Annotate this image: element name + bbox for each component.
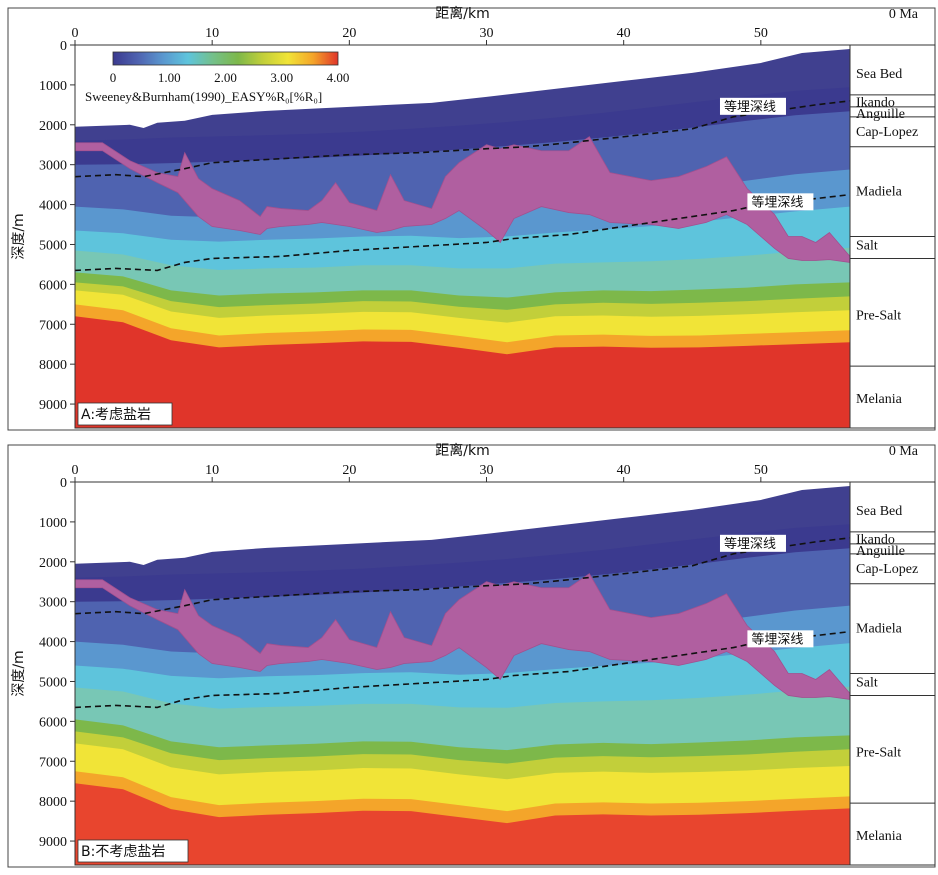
isochrone-label: 等埋深线 [724, 536, 776, 552]
y-axis-label: 深度/m [11, 650, 27, 696]
formation-label: Ikando [856, 96, 895, 111]
age-label: 0 Ma [889, 7, 919, 22]
y-tick-label: 5000 [39, 238, 67, 253]
salt-body [75, 136, 850, 263]
y-tick-label: 5000 [39, 675, 67, 690]
formation-label: Salt [856, 675, 878, 690]
x-tick-label: 20 [342, 463, 356, 478]
plot-area [75, 45, 850, 428]
salt-body [75, 573, 850, 700]
panel-label-box [77, 839, 189, 863]
formation-label: Madiela [856, 622, 903, 637]
panel-label-box [77, 402, 173, 426]
x-tick-label: 30 [480, 463, 494, 478]
isochrone-lower [75, 193, 850, 272]
y-tick-label: 8000 [39, 795, 67, 810]
isochrone-label-bg [747, 193, 814, 211]
x-tick-label: 50 [754, 463, 768, 478]
isochrone-label: 等埋深线 [751, 631, 803, 647]
x-tick-label: 30 [480, 26, 494, 41]
formation-label: Pre-Salt [856, 308, 901, 323]
water-column-mask [75, 482, 850, 565]
formation-label: Melania [856, 829, 903, 844]
colorbar-title: Sweeney&Burnham(1990)_EASY%R₀[%R₀] [85, 89, 322, 104]
colorbar-tick-label: 0 [110, 70, 117, 85]
y-tick-label: 2000 [39, 119, 67, 134]
isochrone-label-bg [719, 534, 786, 552]
colorbar-tick-label: 4.00 [327, 70, 350, 85]
colorbar-tick-label: 3.00 [270, 70, 293, 85]
panel-label: A:考虑盐岩 [81, 407, 151, 423]
isochrone-upper [75, 100, 850, 178]
x-tick-label: 50 [754, 26, 768, 41]
vr-band-max [75, 316, 850, 428]
isochrone-label: 等埋深线 [724, 99, 776, 115]
age-label: 0 Ma [889, 444, 919, 459]
formation-label: Melania [856, 392, 903, 407]
y-axis-label: 深度/m [11, 213, 27, 259]
y-tick-label: 3000 [39, 159, 67, 174]
x-tick-label: 40 [617, 26, 631, 41]
x-tick-label: 0 [72, 26, 79, 41]
x-tick-label: 10 [205, 26, 219, 41]
y-tick-label: 1000 [39, 79, 67, 94]
isochrone-lower [75, 630, 850, 709]
y-tick-label: 2000 [39, 556, 67, 571]
formation-label: Anguille [856, 544, 905, 559]
vr-band-max [75, 783, 850, 865]
x-tick-label: 10 [205, 463, 219, 478]
formation-label: Pre-Salt [856, 745, 901, 760]
formation-label: Sea Bed [856, 504, 902, 519]
formation-label: Cap-Lopez [856, 125, 918, 140]
x-tick-label: 20 [342, 26, 356, 41]
colorbar-tick-label: 2.00 [214, 70, 237, 85]
y-tick-label: 3000 [39, 596, 67, 611]
formation-label: Ikando [856, 533, 895, 548]
formation-label: Madiela [856, 185, 903, 200]
y-tick-label: 9000 [39, 835, 67, 850]
isochrone-label: 等埋深线 [751, 194, 803, 210]
y-tick-label: 9000 [39, 398, 67, 413]
panel-label: B:不考虑盐岩 [81, 844, 165, 860]
y-tick-label: 4000 [39, 636, 67, 651]
formation-label: Salt [856, 238, 878, 253]
y-tick-label: 6000 [39, 278, 67, 293]
isochrone-label-bg [747, 630, 814, 648]
isochrone-label-bg [719, 97, 786, 115]
x-axis-label: 距离/km [435, 5, 489, 22]
y-tick-label: 8000 [39, 358, 67, 373]
water-column-mask [75, 45, 850, 128]
formation-label: Sea Bed [856, 67, 902, 82]
colorbar-tick-label: 1.00 [158, 70, 181, 85]
x-axis-label: 距离/km [435, 442, 489, 459]
y-tick-label: 6000 [39, 715, 67, 730]
y-tick-label: 7000 [39, 318, 67, 333]
isochrone-upper [75, 537, 850, 615]
y-tick-label: 7000 [39, 755, 67, 770]
formation-label: Cap-Lopez [856, 562, 918, 577]
colorbar [112, 51, 339, 66]
x-tick-label: 0 [72, 463, 79, 478]
x-tick-label: 40 [617, 463, 631, 478]
y-tick-label: 1000 [39, 516, 67, 531]
y-tick-label: 4000 [39, 199, 67, 214]
formation-label: Anguille [856, 107, 905, 122]
y-tick-label: 0 [60, 39, 67, 54]
y-tick-label: 0 [60, 476, 67, 491]
